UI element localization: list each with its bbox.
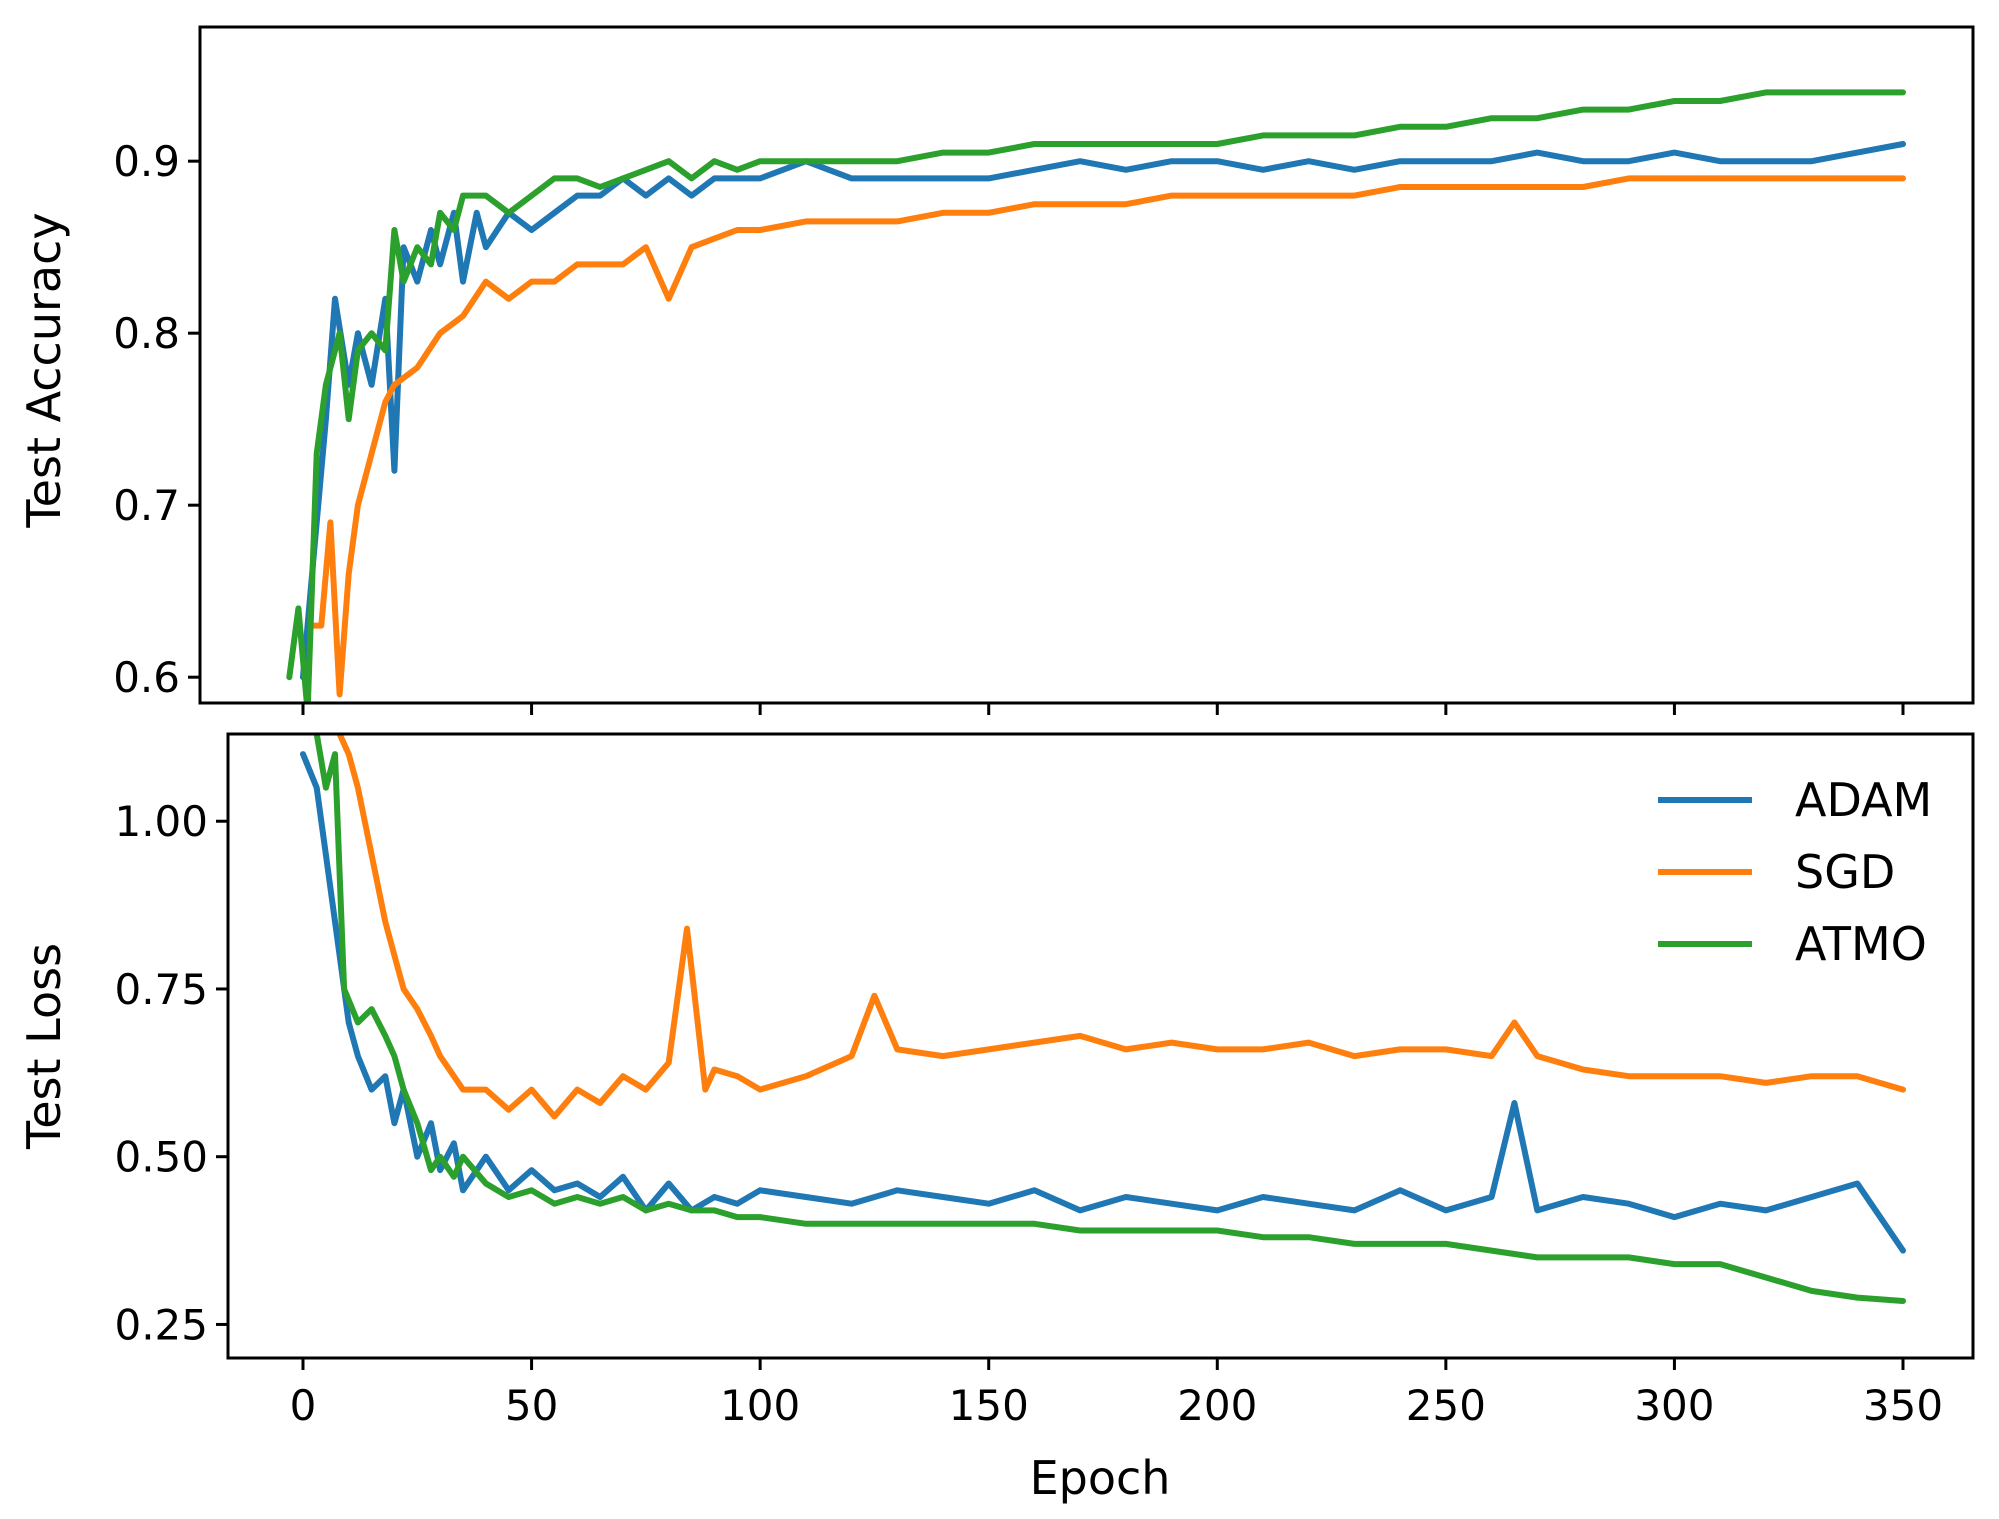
- loss-x-tick-label: 350: [1863, 1381, 1943, 1430]
- accuracy-y-tick-label: 0.8: [113, 309, 180, 358]
- accuracy-series-sgd: [309, 175, 1906, 698]
- accuracy-series-lines: [286, 89, 1906, 703]
- loss-y-tick-label: 0.25: [114, 1300, 208, 1349]
- loss-y-axis-label: Test Loss: [17, 943, 71, 1150]
- legend-label-atmo: ATMO: [1795, 917, 1927, 971]
- loss-axes-frame: [226, 732, 1975, 1360]
- accuracy-x-ticks: [301, 703, 1905, 715]
- accuracy-series-atmo: [286, 89, 1906, 703]
- loss-x-tick-label: 250: [1406, 1381, 1486, 1430]
- loss-x-tick-label: 50: [505, 1381, 558, 1430]
- loss-y-ticks: 0.25 0.50 0.75 1.00: [114, 797, 228, 1349]
- loss-x-tick-label: 200: [1177, 1381, 1257, 1430]
- legend: ADAM SGD ATMO: [1658, 773, 1932, 971]
- accuracy-axes-frame: [198, 25, 1975, 705]
- accuracy-panel: 0.6 0.7 0.8 0.9 Test Accuracy: [17, 25, 1975, 715]
- legend-label-sgd: SGD: [1795, 845, 1895, 899]
- legend-label-adam: ADAM: [1795, 773, 1932, 827]
- accuracy-series-adam: [300, 141, 1906, 681]
- accuracy-y-tick-label: 0.9: [113, 137, 180, 186]
- loss-x-tick-label: 150: [949, 1381, 1029, 1430]
- loss-x-tick-label: 100: [720, 1381, 800, 1430]
- loss-y-tick-label: 0.75: [114, 965, 208, 1014]
- loss-x-tick-label: 300: [1634, 1381, 1714, 1430]
- loss-x-axis-label: Epoch: [1030, 1451, 1171, 1505]
- loss-y-tick-label: 1.00: [114, 797, 208, 846]
- loss-x-tick-label: 0: [290, 1381, 317, 1430]
- loss-x-ticks: 0 50 100 150 200 250 300 350: [290, 1358, 1943, 1430]
- accuracy-y-ticks: 0.6 0.7 0.8 0.9: [113, 137, 200, 702]
- accuracy-y-axis-label: Test Accuracy: [17, 212, 71, 528]
- loss-panel: 0.25 0.50 0.75 1.00 0 50 100 150 200 250 300 350 T…: [17, 732, 1975, 1505]
- loss-series-atmo: [313, 734, 1906, 1304]
- accuracy-y-tick-label: 0.7: [113, 481, 180, 530]
- loss-series-sgd: [336, 734, 1906, 1120]
- loss-series-adam: [300, 751, 1906, 1254]
- loss-series-lines: [300, 734, 1906, 1304]
- accuracy-y-tick-label: 0.6: [113, 653, 180, 702]
- loss-y-tick-label: 0.50: [114, 1133, 208, 1182]
